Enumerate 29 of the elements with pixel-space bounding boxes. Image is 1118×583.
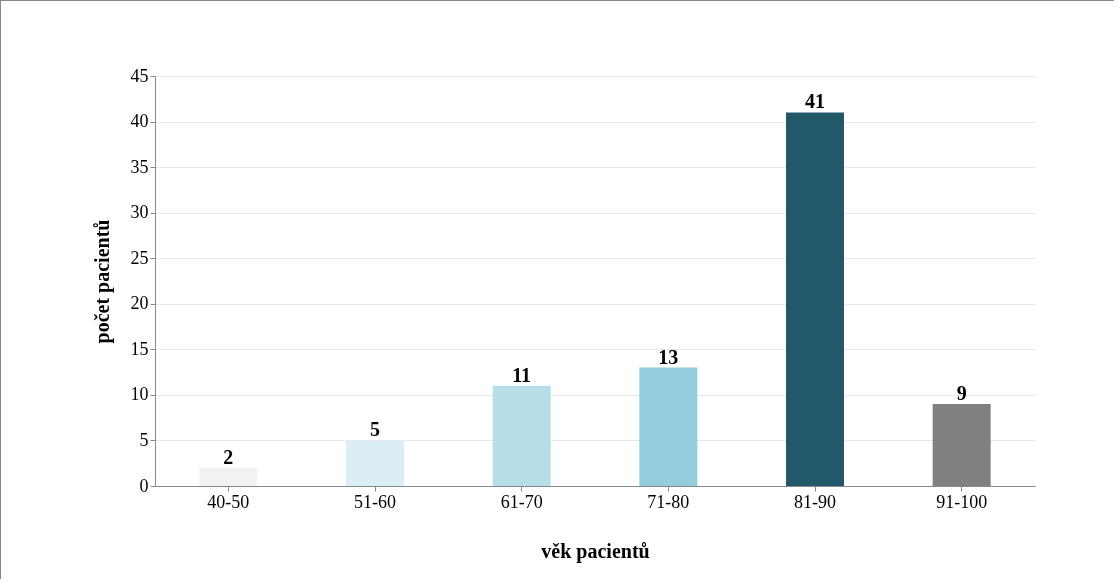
bar	[639, 367, 698, 486]
data-label: 41	[805, 90, 825, 113]
x-tick-label: 91-100	[936, 491, 988, 512]
y-axis-title: počet pacientů	[90, 219, 114, 344]
x-tick-label: 71-80	[647, 491, 690, 512]
y-tick-label: 20	[130, 293, 149, 314]
y-tick-label: 25	[130, 247, 149, 268]
bar	[492, 385, 551, 486]
bar	[346, 440, 404, 486]
y-tick-label: 40	[130, 111, 149, 132]
y-tick-label: 35	[130, 156, 149, 177]
y-tick-label: 10	[130, 384, 149, 405]
y-tick-label: 0	[139, 475, 149, 496]
bar	[786, 112, 844, 486]
x-tick-label: 81-90	[794, 491, 836, 512]
data-label: 5	[370, 418, 380, 441]
x-tick-label: 40-50	[207, 491, 250, 512]
bar	[199, 467, 258, 486]
x-tick-label: 61-70	[500, 491, 543, 512]
data-label: 13	[658, 345, 679, 368]
y-tick-label: 5	[139, 429, 149, 450]
data-label: 11	[512, 363, 532, 386]
y-tick-label: 15	[130, 338, 149, 359]
x-axis-title: věk pacientů	[541, 539, 650, 563]
x-tick-label: 51-60	[354, 491, 396, 512]
data-label: 9	[956, 382, 967, 404]
y-tick-label: 30	[130, 202, 149, 223]
y-tick-label: 45	[130, 65, 149, 86]
data-label: 2	[223, 445, 234, 468]
